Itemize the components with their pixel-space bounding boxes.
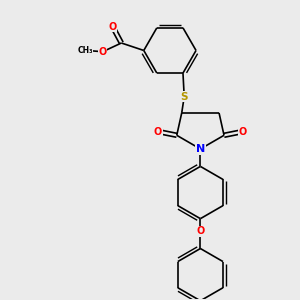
Text: O: O [238,127,247,136]
Text: O: O [109,22,117,32]
Text: O: O [99,47,107,57]
Text: O: O [196,226,205,236]
Text: N: N [196,144,205,154]
Text: S: S [181,92,188,102]
Text: O: O [154,127,162,136]
Text: CH₃: CH₃ [78,46,93,55]
